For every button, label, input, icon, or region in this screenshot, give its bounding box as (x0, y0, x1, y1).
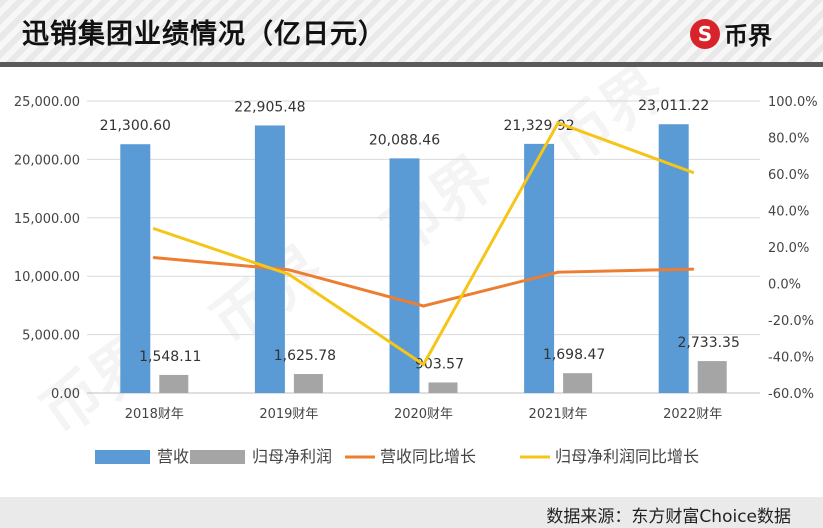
legend-label: 归母净利润 (252, 447, 332, 466)
y-right-tick-label: 60.0% (768, 168, 809, 183)
bar-revenue (389, 158, 420, 393)
bar-net-profit (293, 374, 323, 393)
bar-revenue (524, 143, 555, 393)
y-left-tick-label: 10,000.00 (14, 270, 80, 285)
data-source: 数据来源：东方财富Choice数据 (546, 507, 791, 527)
y-left-tick-label: 15,000.00 (14, 212, 80, 227)
footer: 数据来源：东方财富Choice数据 (0, 497, 823, 528)
data-label-revenue: 23,011.22 (638, 98, 709, 114)
y-right-tick-label: -20.0% (768, 314, 814, 329)
line-point (691, 170, 695, 174)
logo-icon: S (690, 18, 720, 49)
x-tick-label: 2019财年 (259, 407, 318, 422)
x-tick-label: 2021财年 (529, 407, 588, 422)
y-right-tick-label: 40.0% (768, 205, 809, 220)
y-left-tick-label: 20,000.00 (14, 153, 80, 168)
data-label-net-profit: 2,733.35 (678, 335, 740, 351)
bar-net-profit (697, 361, 727, 393)
x-tick-label: 2018财年 (125, 407, 184, 422)
data-label-net-profit: 1,698.47 (543, 347, 605, 363)
header-divider (0, 62, 823, 67)
y-right-tick-label: 80.0% (768, 132, 809, 147)
line-point (422, 304, 425, 308)
legend-label: 营收 (157, 447, 189, 466)
data-label-revenue: 20,088.46 (369, 132, 440, 148)
data-label-revenue: 21,300.60 (100, 118, 171, 134)
y-left-tick-label: 25,000.00 (14, 95, 80, 110)
bar-net-profit (159, 374, 189, 393)
legend-swatch-revenue (95, 450, 150, 464)
bar-revenue (120, 144, 151, 393)
logo: S 币界 (690, 16, 772, 51)
bar-net-profit (428, 382, 458, 393)
page-title: 迅销集团业绩情况（亿日元） (22, 19, 386, 50)
chart: 币界币界币界币界0.005,000.0010,000.0015,000.0020… (14, 67, 818, 466)
y-right-tick-label: -40.0% (768, 351, 814, 366)
y-right-tick-label: 0.0% (768, 278, 801, 293)
line-point (287, 268, 291, 272)
line-point (152, 256, 156, 260)
data-label-net-profit: 1,625.78 (274, 348, 336, 364)
data-label-revenue: 21,329.92 (503, 118, 574, 134)
y-right-tick-label: -60.0% (768, 387, 814, 402)
line-point (691, 267, 695, 271)
legend-label: 归母净利润同比增长 (555, 447, 699, 466)
line-point (422, 363, 425, 367)
line-point (152, 227, 156, 231)
line-point (287, 272, 291, 276)
y-left-tick-label: 0.00 (51, 387, 80, 402)
y-right-tick-label: 20.0% (768, 241, 809, 256)
header: 迅销集团业绩情况（亿日元） S 币界 (0, 0, 823, 62)
line-point (556, 121, 560, 125)
logo-text: 币界 (724, 22, 772, 50)
bar-net-profit (563, 373, 593, 393)
legend-label: 营收同比增长 (380, 447, 476, 466)
y-left-tick-label: 5,000.00 (22, 329, 80, 344)
x-tick-label: 2022财年 (663, 407, 722, 422)
y-right-tick-label: 100.0% (768, 95, 818, 110)
data-label-net-profit: 1,548.11 (139, 349, 201, 365)
x-tick-label: 2020财年 (394, 407, 453, 422)
bar-revenue (254, 125, 285, 393)
line-point (556, 270, 560, 274)
legend-swatch-net-profit (190, 450, 245, 464)
data-label-revenue: 22,905.48 (234, 99, 305, 115)
